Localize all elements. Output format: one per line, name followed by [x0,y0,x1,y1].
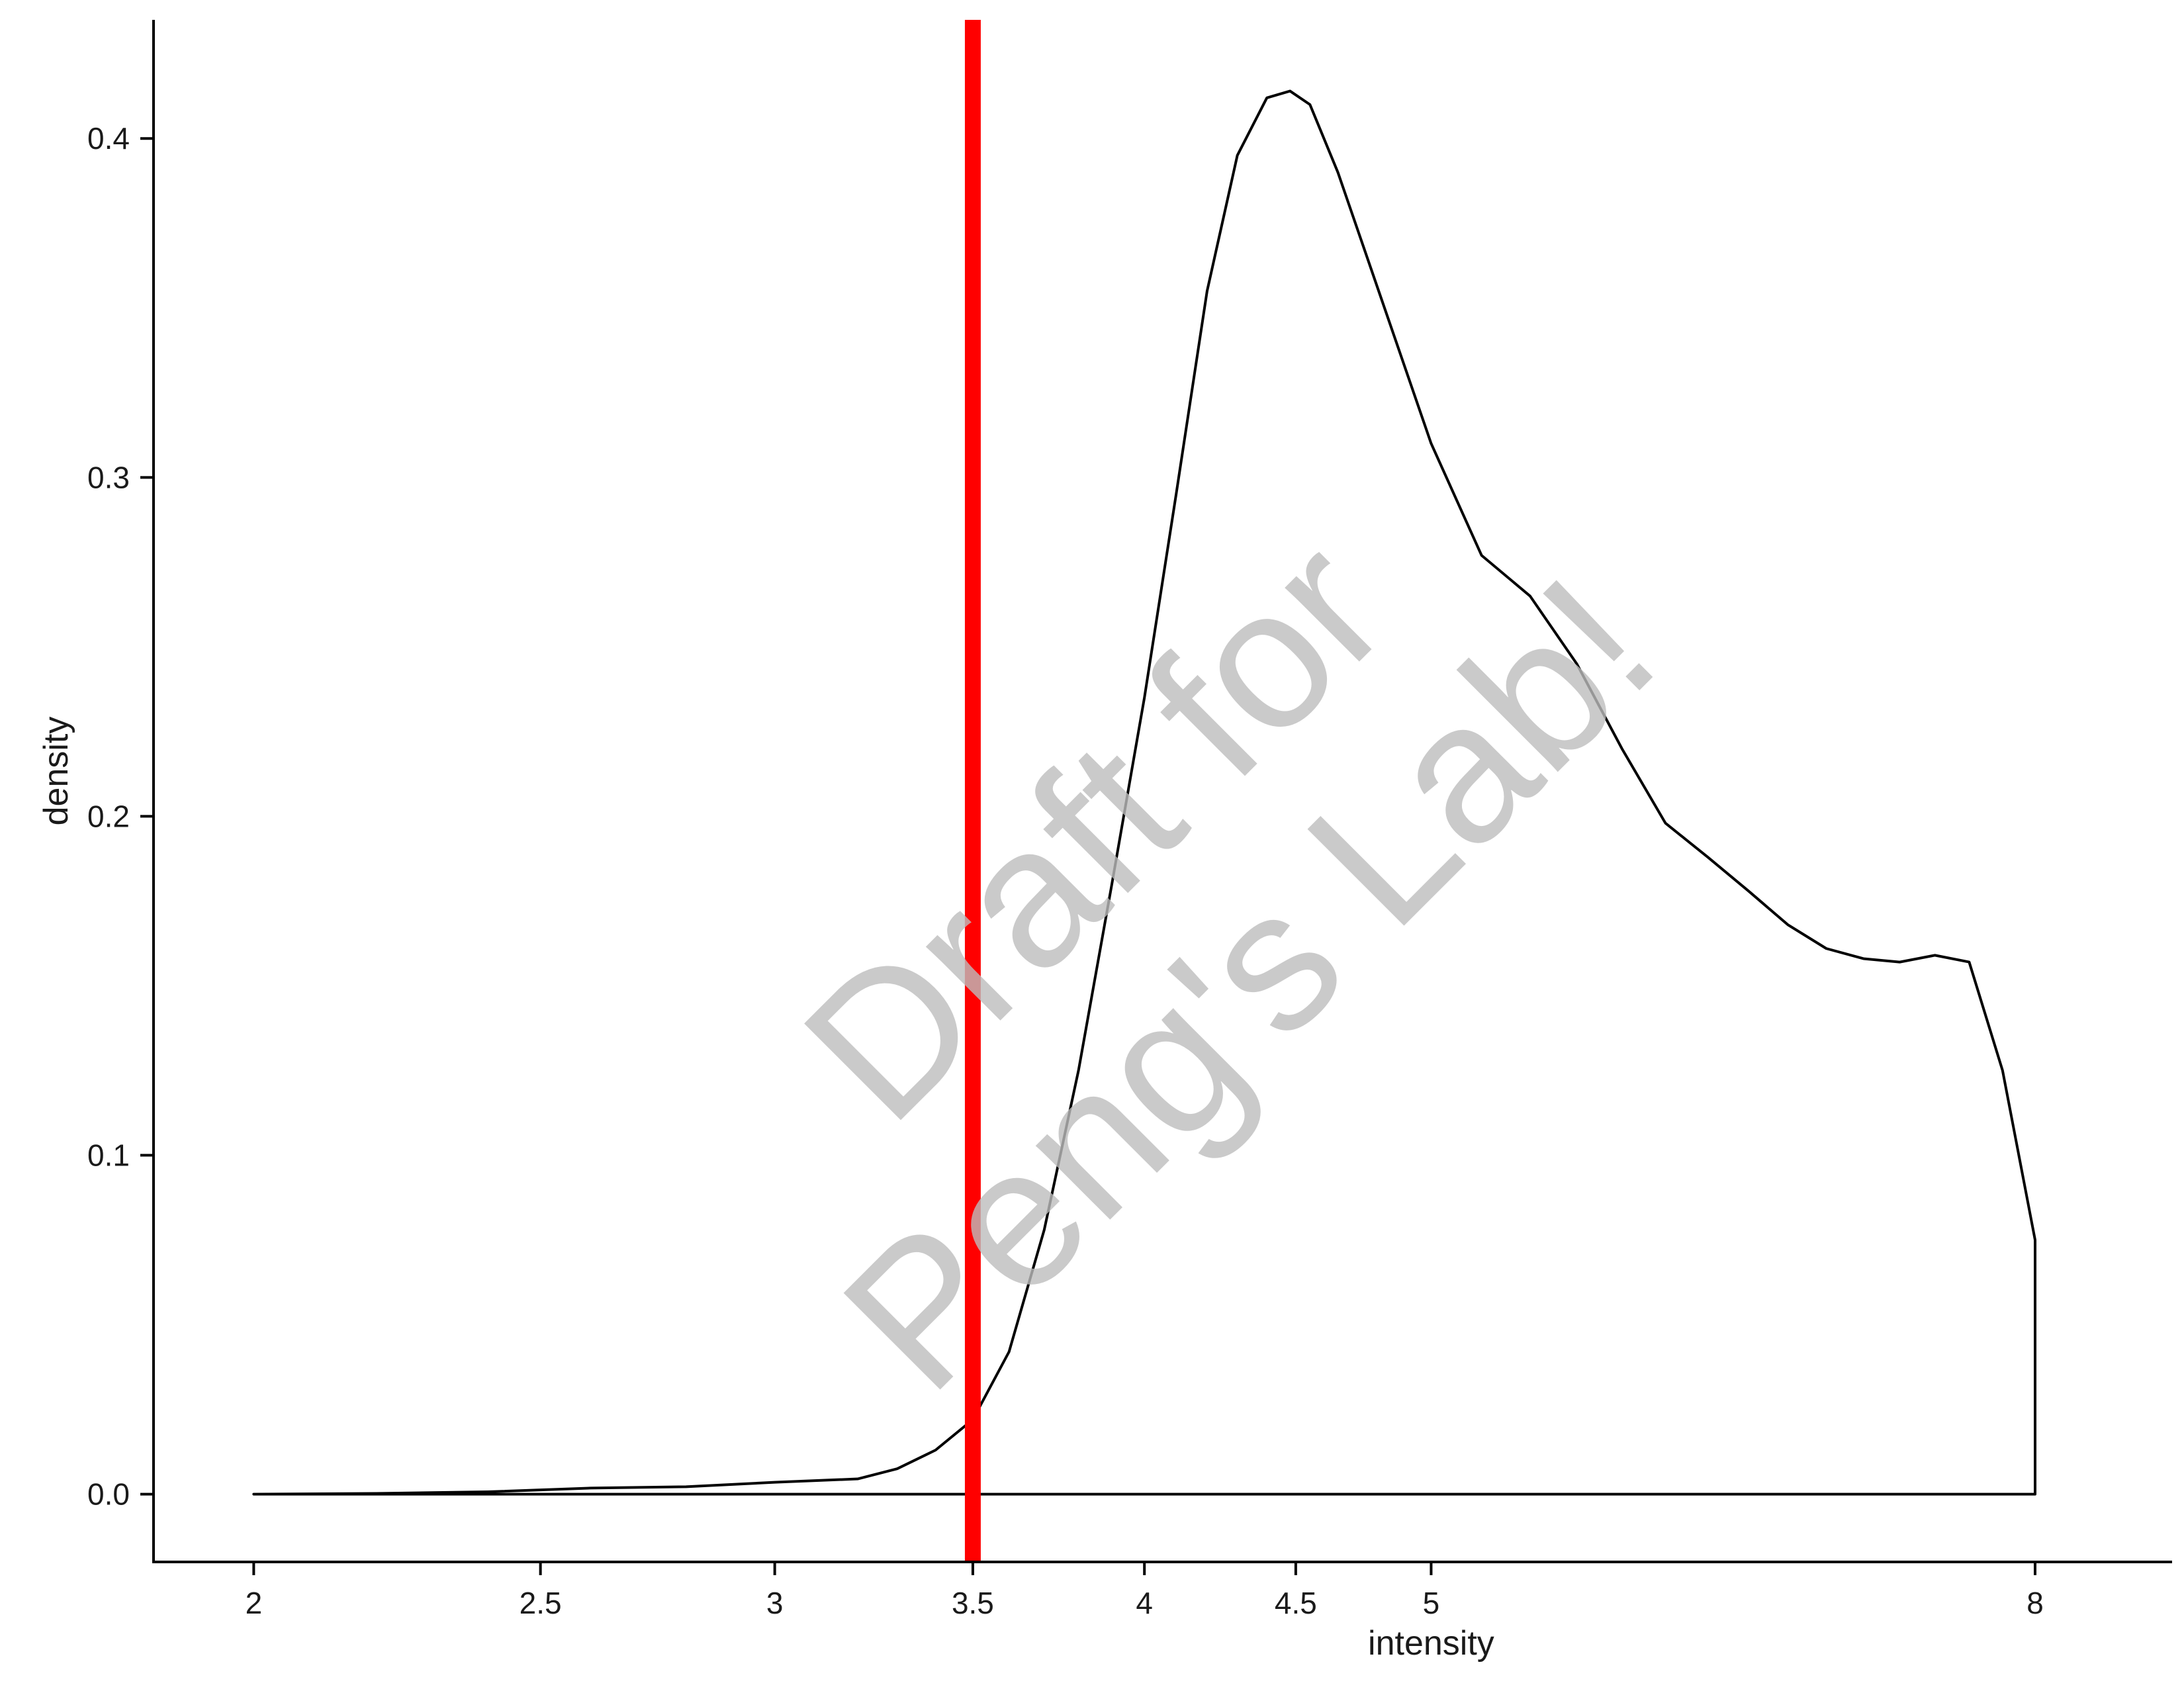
x-tick-label: 4.5 [1275,1586,1317,1620]
x-tick-label: 3.5 [952,1586,994,1620]
density-curve [252,89,2037,1496]
x-tick-label: 2 [246,1586,263,1620]
x-tick-label: 4 [1136,1586,1153,1620]
y-tick-label: 0.3 [87,460,130,494]
y-tick-label: 0.0 [87,1477,130,1512]
x-tick-label: 3 [766,1586,784,1620]
x-tick-label: 8 [2026,1586,2044,1620]
x-tick-label: 5 [1423,1586,1440,1620]
y-tick-label: 0.1 [87,1138,130,1172]
y-tick-label: 0.4 [87,121,130,156]
y-axis-label: density [37,717,75,826]
watermark-text: Draft forPeng's Lab! [647,382,1696,1432]
x-tick-label: 2.5 [520,1586,562,1620]
y-tick-label: 0.2 [87,799,130,833]
x-axis-label: intensity [1368,1624,1494,1663]
